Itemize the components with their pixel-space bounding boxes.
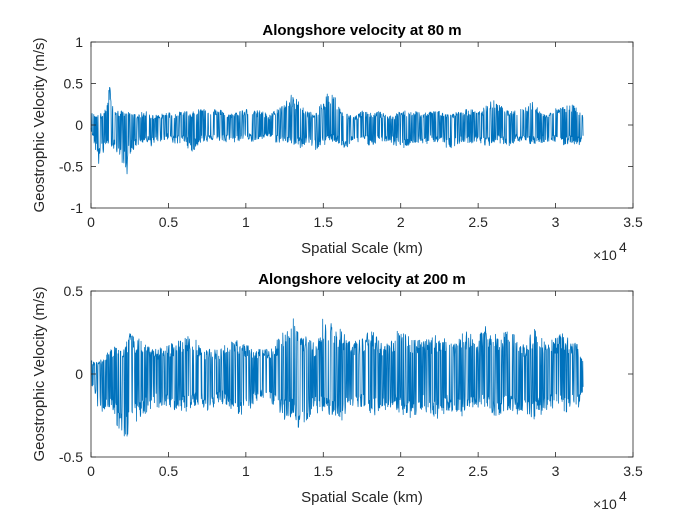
chart1-y-tick-label: -0.5: [59, 159, 83, 175]
chart1-x-tick-label: 2.5: [468, 214, 488, 230]
chart1-x-tick-label: 1.5: [314, 214, 334, 230]
chart2-title: Alongshore velocity at 200 m: [258, 271, 466, 288]
chart1-title: Alongshore velocity at 80 m: [262, 22, 461, 39]
chart1-x-tick-label: 3: [552, 214, 560, 230]
chart2-x-tick-label: 3.5: [623, 463, 643, 479]
chart2-x-tick-label: 0.5: [159, 463, 179, 479]
chart2-y-tick-label: 0.5: [64, 283, 84, 299]
chart2-y-tick-label: -0.5: [59, 449, 83, 465]
chart1-x-tick-label: 1: [242, 214, 250, 230]
chart1-y-tick-label: 1: [75, 34, 83, 50]
chart1-x-tick-label: 3.5: [623, 214, 643, 230]
chart1-x-exponent-power: 4: [619, 239, 627, 255]
chart1-y-tick-label: 0.5: [64, 76, 84, 92]
chart2-y-tick-label: 0: [75, 366, 83, 382]
chart2-x-tick-label: 2: [397, 463, 405, 479]
chart1-x-exponent-base: ×10: [593, 247, 617, 263]
chart2-x-exponent-power: 4: [619, 488, 627, 504]
chart1-x-tick-label: 0: [87, 214, 95, 230]
chart1-x-tick-label: 2: [397, 214, 405, 230]
chart1-y-axis-label: Geostrophic Velocity (m/s): [31, 37, 48, 212]
chart1-x-tick-label: 0.5: [159, 214, 179, 230]
chart2-x-tick-label: 0: [87, 463, 95, 479]
chart2-x-tick-label: 2.5: [468, 463, 488, 479]
chart2-x-axis-label: Spatial Scale (km): [301, 489, 423, 506]
chart2-x-exponent-base: ×10: [593, 496, 617, 512]
chart1-y-tick-label: -1: [71, 200, 84, 216]
chart2-x-tick-label: 1.5: [314, 463, 334, 479]
chart1-series-1-line: [90, 86, 584, 175]
chart1-x-axis-label: Spatial Scale (km): [301, 240, 423, 257]
chart1-y-tick-label: 0: [75, 117, 83, 133]
chart2-series-1-line: [90, 318, 584, 437]
chart2-y-axis-label: Geostrophic Velocity (m/s): [31, 286, 48, 461]
chart2-x-tick-label: 1: [242, 463, 250, 479]
chart2-x-tick-label: 3: [552, 463, 560, 479]
